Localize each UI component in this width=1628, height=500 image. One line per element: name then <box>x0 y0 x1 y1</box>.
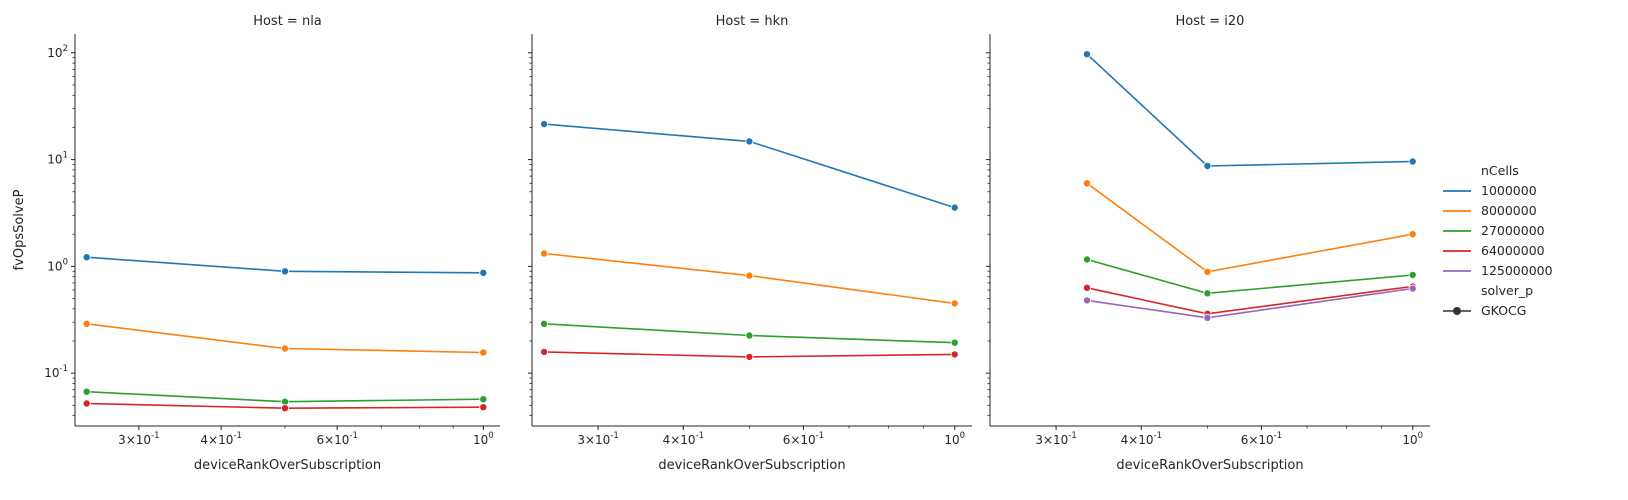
data-point-125000000-0 <box>1083 296 1092 305</box>
data-point-27000000-0 <box>1083 255 1092 264</box>
data-point-1000000-0 <box>1083 50 1092 59</box>
data-point-8000000-1 <box>745 271 754 280</box>
x-axis-label: deviceRankOverSubscription <box>1116 458 1303 473</box>
series-line-1000000 <box>1086 53 1413 167</box>
series-64000000 <box>540 347 959 361</box>
legend: nCells 1000000 8000000 27000000 64000000 1250… <box>1443 163 1553 318</box>
x-tick-label: 100 <box>1402 431 1423 447</box>
series-line-1000000 <box>544 123 955 209</box>
legend-title-ncells: nCells <box>1481 163 1519 178</box>
x-tick-label: 3×10-1 <box>577 431 618 447</box>
legend-label-1000000: 1000000 <box>1481 183 1537 198</box>
data-point-64000000-2 <box>950 350 959 359</box>
y-tick-label: 10-1 <box>44 364 68 380</box>
data-point-27000000-2 <box>479 395 488 404</box>
series-125000000 <box>1083 284 1417 322</box>
x-tick-label: 6×10-1 <box>783 431 824 447</box>
series-8000000 <box>82 319 488 357</box>
x-tick-label: 4×10-1 <box>1121 431 1162 447</box>
data-point-64000000-1 <box>280 404 289 413</box>
data-point-1000000-0 <box>82 253 91 262</box>
x-tick-label: 100 <box>944 431 965 447</box>
y-tick-label: 101 <box>47 151 68 167</box>
legend-label-64000000: 64000000 <box>1481 243 1545 258</box>
data-point-1000000-1 <box>1203 161 1212 170</box>
panel-host-i20: Host = i20 3×10-1 4×10-1 6×10-1 100 deviceRan… <box>986 14 1430 473</box>
series-1000000 <box>1083 50 1417 170</box>
data-point-8000000-0 <box>1083 179 1092 188</box>
panel-host-hkn: Host = hkn 3×10-1 4×10-1 6×10-1 100 deviceRan… <box>528 14 972 473</box>
legend-label-125000000: 125000000 <box>1481 263 1553 278</box>
legend-label-27000000: 27000000 <box>1481 223 1545 238</box>
data-point-27000000-2 <box>950 338 959 347</box>
data-point-8000000-2 <box>479 348 488 357</box>
data-point-64000000-0 <box>540 347 549 356</box>
x-tick-label: 100 <box>473 431 494 447</box>
legend-label-8000000: 8000000 <box>1481 203 1537 218</box>
data-point-8000000-2 <box>1408 230 1417 239</box>
series-line-64000000 <box>1086 285 1413 315</box>
data-point-1000000-1 <box>280 267 289 276</box>
data-point-64000000-0 <box>82 399 91 408</box>
data-point-27000000-1 <box>1203 289 1212 298</box>
data-point-125000000-1 <box>1203 313 1212 322</box>
data-point-64000000-0 <box>1083 283 1092 292</box>
y-tick-label: 100 <box>47 257 68 273</box>
series-line-8000000 <box>1086 182 1413 273</box>
legend-style-marker-gkocg <box>1453 307 1461 315</box>
data-point-1000000-2 <box>479 268 488 277</box>
data-point-1000000-2 <box>1408 157 1417 166</box>
x-tick-label: 6×10-1 <box>1241 431 1282 447</box>
legend-style-label-gkocg: GKOCG <box>1481 303 1526 318</box>
data-point-27000000-0 <box>82 387 91 396</box>
x-tick-label: 3×10-1 <box>1035 431 1076 447</box>
panel-title: Host = hkn <box>716 14 789 29</box>
data-point-27000000-2 <box>1408 270 1417 279</box>
series-27000000 <box>82 387 488 406</box>
y-axis-label: fvOpsSolveP <box>12 189 27 270</box>
series-8000000 <box>1083 179 1417 276</box>
series-27000000 <box>540 319 959 347</box>
y-tick-label: 102 <box>47 44 68 60</box>
data-point-27000000-0 <box>540 319 549 328</box>
data-point-1000000-2 <box>950 203 959 212</box>
legend-title-solver-p: solver_p <box>1481 283 1533 298</box>
data-point-1000000-0 <box>540 120 549 129</box>
data-point-8000000-0 <box>540 249 549 258</box>
data-point-8000000-2 <box>950 299 959 308</box>
x-tick-label: 3×10-1 <box>118 431 159 447</box>
x-tick-label: 4×10-1 <box>200 431 241 447</box>
panel-host-nla: Host = nla 10-1 100 101 102 3×10-1 4×10-1 6×10-… <box>44 14 500 473</box>
series-64000000 <box>82 399 488 413</box>
series-8000000 <box>540 249 959 308</box>
data-point-1000000-1 <box>745 137 754 146</box>
chart-panels: Host = nla 10-1 100 101 102 3×10-1 4×10-1 6×10-… <box>44 14 1430 473</box>
data-point-8000000-1 <box>280 344 289 353</box>
data-point-64000000-1 <box>745 352 754 361</box>
series-1000000 <box>82 253 488 277</box>
x-axis-label: deviceRankOverSubscription <box>658 458 845 473</box>
panel-title: Host = i20 <box>1176 14 1245 29</box>
series-1000000 <box>540 120 959 212</box>
data-point-8000000-1 <box>1203 267 1212 276</box>
x-tick-label: 4×10-1 <box>663 431 704 447</box>
data-point-64000000-2 <box>479 403 488 412</box>
data-point-8000000-0 <box>82 319 91 328</box>
data-point-125000000-2 <box>1408 284 1417 293</box>
x-tick-label: 6×10-1 <box>316 431 357 447</box>
series-27000000 <box>1083 255 1417 298</box>
data-point-27000000-1 <box>745 331 754 340</box>
panel-title: Host = nla <box>253 14 322 29</box>
x-axis-label: deviceRankOverSubscription <box>194 458 381 473</box>
